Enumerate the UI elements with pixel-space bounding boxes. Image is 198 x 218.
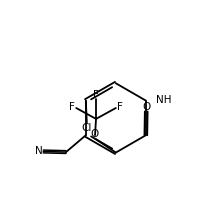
Text: F: F — [69, 102, 75, 112]
Text: NH: NH — [156, 95, 172, 105]
Text: N: N — [35, 146, 43, 157]
Text: O: O — [90, 129, 98, 139]
Text: Cl: Cl — [82, 123, 92, 133]
Text: F: F — [117, 102, 123, 112]
Text: F: F — [93, 90, 99, 100]
Text: O: O — [143, 102, 151, 112]
